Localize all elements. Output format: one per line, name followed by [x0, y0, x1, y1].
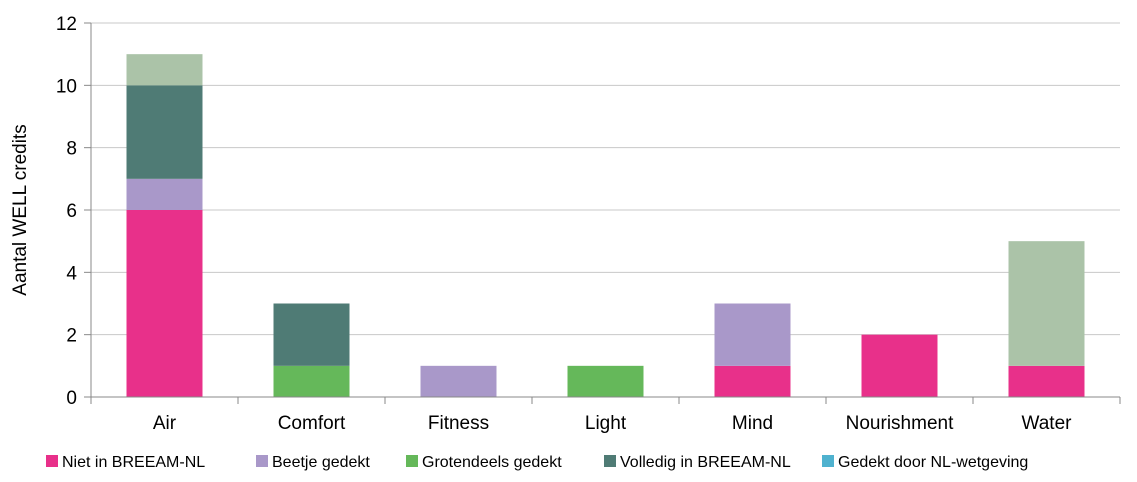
bar-segment-light-2 — [567, 365, 644, 397]
bar-segment-water-5 — [1008, 241, 1085, 366]
y-axis-ticks: 0 2 4 6 8 10 12 — [56, 14, 91, 409]
legend-swatch — [406, 455, 418, 467]
legend-label: Niet in BREEAM-NL — [62, 454, 205, 471]
bar-segment-air-5 — [126, 54, 203, 86]
x-tick-label: Fitness — [428, 413, 489, 434]
legend-label: Beetje gedekt — [272, 454, 370, 471]
bar-segment-water-0 — [1008, 365, 1085, 397]
legend: Niet in BREEAM-NL Beetje gedekt Grotendeel… — [46, 454, 1028, 471]
x-tick-label: Light — [585, 413, 627, 434]
y-tick-label: 4 — [66, 263, 77, 284]
bar-segment-comfort-3 — [273, 303, 350, 366]
legend-swatch — [604, 455, 616, 467]
legend-label: Gedekt door NL-wetgeving — [838, 454, 1028, 471]
legend-label: Grotendeels gedekt — [422, 454, 562, 471]
y-tick-label: 6 — [66, 201, 77, 222]
x-tick-label: Mind — [732, 413, 773, 434]
y-tick-label: 0 — [66, 388, 77, 409]
x-tick-label: Air — [153, 413, 177, 434]
legend-swatch — [822, 455, 834, 467]
y-tick-label: 8 — [66, 139, 77, 160]
y-tick-label: 10 — [56, 76, 77, 97]
bar-segment-mind-0 — [714, 365, 791, 397]
y-axis-label: Aantal WELL credits — [10, 124, 31, 295]
x-axis-ticks: Air Comfort Fitness Light Mind Nourishment Wat… — [90, 397, 1121, 434]
bars — [126, 54, 1085, 397]
bar-segment-nourishment-0 — [861, 334, 938, 397]
gridlines — [91, 22, 1120, 336]
bar-segment-comfort-2 — [273, 365, 350, 397]
x-tick-label: Comfort — [278, 413, 346, 434]
y-tick-label: 12 — [56, 14, 77, 35]
bar-segment-air-3 — [126, 85, 203, 179]
bar-segment-air-1 — [126, 178, 203, 210]
bar-segment-fitness-1 — [420, 365, 497, 397]
axes — [90, 23, 1120, 398]
bar-segment-mind-1 — [714, 303, 791, 366]
x-tick-label: Nourishment — [846, 413, 954, 434]
x-tick-label: Water — [1022, 413, 1073, 434]
legend-swatch — [46, 455, 58, 467]
legend-label: Volledig in BREEAM-NL — [620, 454, 791, 471]
y-tick-label: 2 — [66, 326, 77, 347]
bar-segment-air-0 — [126, 210, 203, 397]
legend-swatch — [256, 455, 268, 467]
